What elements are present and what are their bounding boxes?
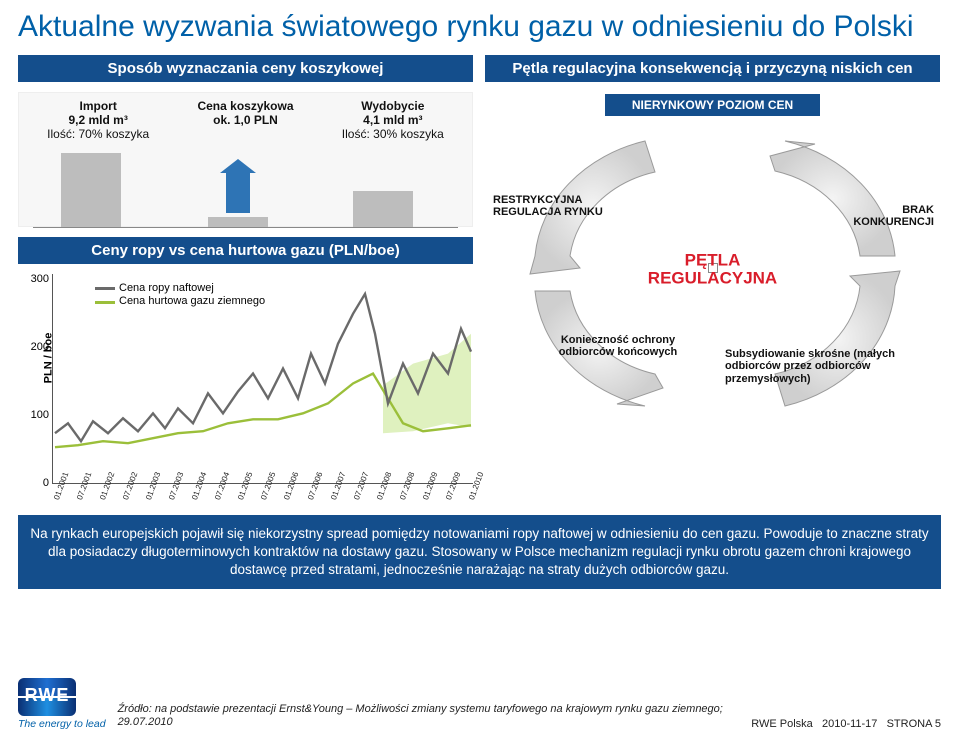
sub-head-loop: Pętla regulacyjna konsekwencją i przyczy… [485,55,940,82]
loop-label-competition: BRAK KONKURENCJI [824,204,934,229]
line-chart-area: PLN / boe 0 100 200 300 Cena ropy naftow… [52,274,473,484]
label-text: Import [79,99,116,113]
xtick: 01.2004 [190,492,201,501]
rwe-logo-mark: RWE [18,678,76,716]
ytick: 0 [23,477,49,489]
xtick: 07.2009 [444,492,455,501]
xtick: 01.2001 [52,492,63,501]
ytick: 300 [23,273,49,285]
footer-page: STRONA 5 [887,718,941,730]
footer-meta: RWE Polska 2010-11-17 STRONA 5 [751,718,941,730]
footer-date: 2010-11-17 [822,718,877,730]
footer: RWE The energy to lead Źródło: na podsta… [0,678,959,730]
label-text: 4,1 mld m³ [363,113,422,127]
regulatory-loop-diagram: NIERYNKOWY POZIOM CEN PĘTLA REGULACYJNA … [485,86,940,454]
footer-source: Źródło: na podstawie prezentacji Ernst&Y… [118,703,740,731]
sub-head-basket: Sposób wyznaczania ceny koszykowej [18,55,473,82]
label-text: ok. 1,0 PLN [213,113,278,127]
label-text: Cena koszykowa [197,99,293,113]
right-column: Pętla regulacyjna konsekwencją i przyczy… [485,55,940,507]
bar-extraction [353,191,413,227]
ytick: 100 [23,409,49,421]
footer-brand: RWE Polska [751,718,813,730]
xtick: 07.2005 [259,492,270,501]
label-text: 9,2 mld m³ [68,113,127,127]
left-column: Sposób wyznaczania ceny koszykowej Impor… [18,55,473,507]
xtick: 07.2002 [121,492,132,501]
xtick: 01.2009 [421,492,432,501]
line-chart: PLN / boe 0 100 200 300 Cena ropy naftow… [18,274,473,507]
bar-price [208,217,268,227]
xtick: 01.2002 [98,492,109,501]
logo-text: RWE [18,685,76,706]
content-row: Sposób wyznaczania ceny koszykowej Impor… [0,51,959,507]
xtick: 01.2005 [236,492,247,501]
sub-head-linechart: Ceny ropy vs cena hurtowa gazu (PLN/boe) [18,237,473,264]
xtick: 07.2003 [167,492,178,501]
label-text: Ilość: 30% koszyka [342,127,444,141]
basket-labels: Import 9,2 mld m³ Ilość: 70% koszyka Cen… [19,93,472,142]
loop-label-protection: Konieczność ochrony odbiorców końcowych [533,334,703,359]
basket-bars [33,148,458,228]
xtick: 01.2006 [282,492,293,501]
xtick: 01.2003 [144,492,155,501]
basket-label-extraction: Wydobycie 4,1 mld m³ Ilość: 30% koszyka [342,99,444,142]
bar-import [61,153,121,227]
xtick: 07.2007 [352,492,363,501]
loop-center-label: PĘTLA REGULACYJNA [648,251,777,288]
page-title: Aktualne wyzwania światowego rynku gazu … [0,0,959,51]
logo-tagline: The energy to lead [18,718,106,730]
loop-label-regulation: RESTRYKCYJNA REGULACJA RYNKU [493,194,613,219]
xtick: 01.2007 [329,492,340,501]
x-axis-ticks: 01.2001 07.2001 01.2002 07.2002 01.2003 07.20… [52,484,473,507]
xtick: 07.2008 [398,492,409,501]
xtick: 01.2010 [467,492,478,501]
basket-chart: Import 9,2 mld m³ Ilość: 70% koszyka Cen… [18,92,473,227]
label-text: Wydobycie [361,99,424,113]
label-text: Ilość: 70% koszyka [47,127,149,141]
rwe-logo: RWE The energy to lead [18,678,106,730]
xtick: 07.2006 [306,492,317,501]
xtick: 07.2001 [75,492,86,501]
ytick: 200 [23,341,49,353]
line-series-svg [53,274,473,483]
basket-label-price: Cena koszykowa ok. 1,0 PLN [197,99,293,142]
xtick: 01.2008 [375,492,386,501]
arrow-up-icon [226,173,250,213]
label-text: REGULACYJNA [648,269,777,288]
basket-label-import: Import 9,2 mld m³ Ilość: 70% koszyka [47,99,149,142]
label-text: PĘTLA [685,250,741,269]
xtick: 07.2004 [213,492,224,501]
bottom-info-box: Na rynkach europejskich pojawił się niek… [18,515,941,590]
loop-label-subsidy: Subsydiowanie skrośne (małych odbiorców … [725,348,930,386]
